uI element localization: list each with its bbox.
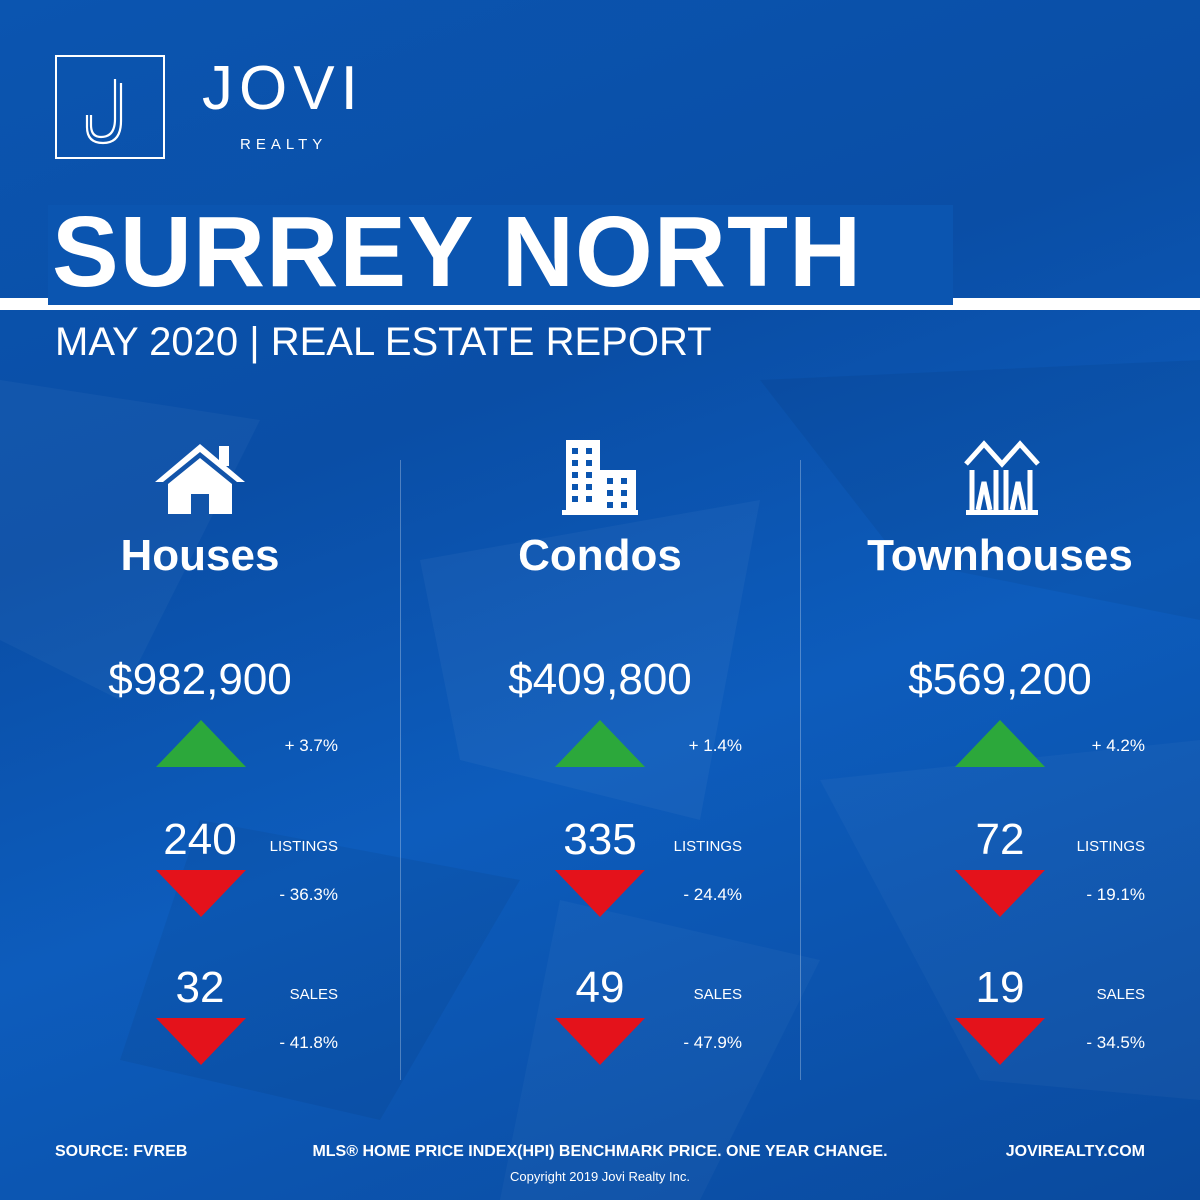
condo-building-icon (562, 440, 638, 515)
sales-label: SALES (1096, 986, 1145, 1003)
category-title: Condos (518, 531, 682, 580)
price-up-arrow-icon (555, 720, 645, 767)
page-title: SURREY NORTH (52, 196, 863, 308)
houses-column: Houses $982,900 + 3.7% 240 LISTINGS - 36… (0, 430, 400, 1080)
copyright: Copyright 2019 Jovi Realty Inc. (510, 1169, 690, 1184)
category-title: Townhouses (867, 531, 1133, 580)
price-up-arrow-icon (156, 720, 246, 767)
report-subtitle: MAY 2020 | REAL ESTATE REPORT (55, 320, 712, 364)
monogram-j-icon (85, 79, 123, 145)
listings-change: - 24.4% (683, 885, 742, 904)
jovi-logo (55, 55, 165, 159)
title-background (48, 205, 953, 305)
listings-count: 240 (163, 815, 237, 864)
listings-down-arrow-icon (156, 870, 246, 917)
benchmark-price: $982,900 (108, 655, 292, 704)
category-title: Houses (120, 531, 280, 580)
methodology-note: MLS® HOME PRICE INDEX(HPI) BENCHMARK PRI… (312, 1143, 888, 1160)
sales-change: - 41.8% (279, 1033, 338, 1052)
house-icon (155, 444, 245, 514)
listings-label: LISTINGS (673, 838, 742, 855)
listings-label: LISTINGS (1076, 838, 1145, 855)
listings-down-arrow-icon (955, 870, 1045, 917)
benchmark-price: $569,200 (908, 655, 1092, 704)
listings-change: - 19.1% (1086, 885, 1145, 904)
listings-down-arrow-icon (555, 870, 645, 917)
townhouse-icon (964, 440, 1040, 515)
source-label: SOURCE: FVREB (55, 1143, 188, 1160)
brand-name: JOVI (202, 54, 364, 123)
listings-count: 72 (975, 815, 1025, 864)
brand-subtitle: REALTY (240, 136, 328, 153)
price-change: + 1.4% (688, 736, 742, 755)
sales-count: 19 (975, 963, 1025, 1012)
column-divider (400, 460, 401, 1080)
sales-label: SALES (289, 986, 338, 1003)
sales-down-arrow-icon (955, 1018, 1045, 1065)
price-change: + 4.2% (1091, 736, 1145, 755)
sales-label: SALES (693, 986, 742, 1003)
condos-column: Condos $409,800 + 1.4% 335 LISTINGS - 24… (400, 430, 800, 1080)
sales-down-arrow-icon (555, 1018, 645, 1065)
price-up-arrow-icon (955, 720, 1045, 767)
benchmark-price: $409,800 (508, 655, 692, 704)
listings-change: - 36.3% (279, 885, 338, 904)
townhouses-column: Townhouses $569,200 + 4.2% 72 LISTINGS -… (800, 430, 1200, 1080)
price-change: + 3.7% (284, 736, 338, 755)
sales-count: 32 (175, 963, 225, 1012)
sales-down-arrow-icon (156, 1018, 246, 1065)
column-divider (800, 460, 801, 1080)
sales-change: - 34.5% (1086, 1033, 1145, 1052)
listings-label: LISTINGS (269, 838, 338, 855)
sales-change: - 47.9% (683, 1033, 742, 1052)
website-link[interactable]: JOVIREALTY.COM (1005, 1143, 1145, 1160)
sales-count: 49 (575, 963, 625, 1012)
listings-count: 335 (563, 815, 637, 864)
